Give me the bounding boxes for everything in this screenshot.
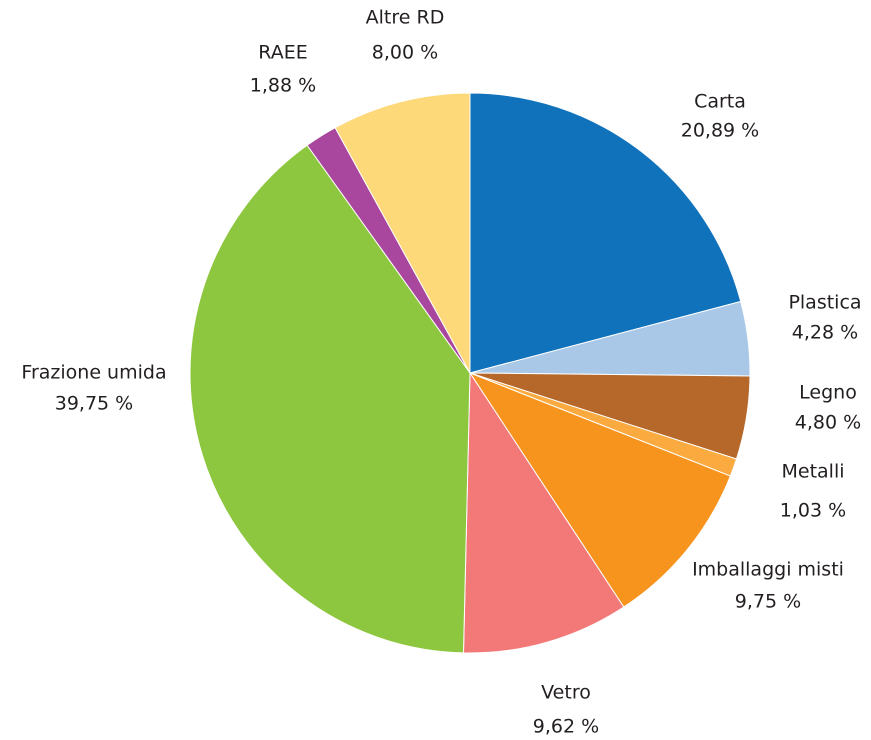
pie-slice bbox=[468, 371, 731, 608]
slice-label: Legno bbox=[799, 382, 857, 404]
pie-slice bbox=[462, 371, 625, 654]
slice-label: Imballaggi misti bbox=[692, 559, 844, 581]
value-label: 8,00 % bbox=[372, 42, 438, 64]
slice-label: RAEE bbox=[258, 42, 307, 64]
value-label: 20,89 % bbox=[681, 120, 760, 142]
value-label: 39,75 % bbox=[55, 393, 134, 415]
pie-slice bbox=[334, 92, 471, 374]
slice-label: Vetro bbox=[541, 682, 591, 704]
slice-label: Carta bbox=[694, 91, 746, 113]
pie-slice bbox=[469, 92, 742, 374]
value-label: 9,75 % bbox=[735, 591, 801, 613]
value-label: 4,80 % bbox=[795, 412, 861, 434]
slice-label: Metalli bbox=[781, 461, 844, 483]
slice-label: Frazione umida bbox=[21, 362, 166, 384]
value-label: 1,03 % bbox=[780, 500, 846, 522]
slice-label: Altre RD bbox=[366, 7, 445, 29]
pie-slice bbox=[189, 144, 471, 654]
slice-label: Plastica bbox=[788, 292, 861, 314]
value-label: 1,88 % bbox=[250, 75, 316, 97]
value-label: 4,28 % bbox=[792, 322, 858, 344]
value-label: 9,62 % bbox=[533, 716, 599, 738]
